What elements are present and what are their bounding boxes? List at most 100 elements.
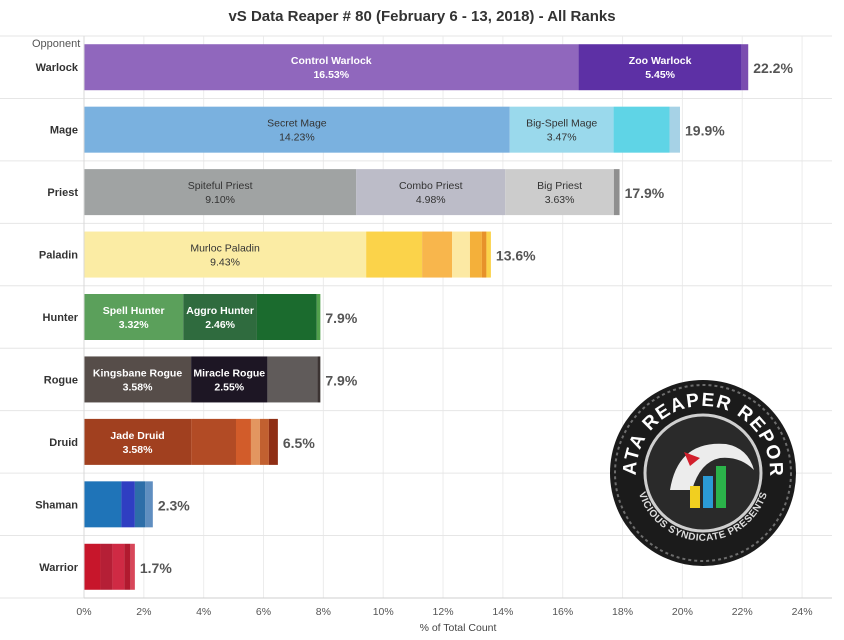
x-tick-label: 20%: [672, 606, 693, 618]
bar-segment: [613, 169, 620, 216]
bar-segment: [486, 231, 491, 278]
segment-name-label: Control Warlock: [291, 55, 372, 67]
bar-segment: [84, 356, 192, 403]
x-tick-label: 2%: [136, 606, 151, 618]
bar-segment: [183, 294, 257, 340]
x-tick-label: 18%: [612, 606, 633, 618]
segment-name-label: Zoo Warlock: [629, 55, 692, 67]
segment-value-label: 3.47%: [547, 132, 577, 144]
chart-title: vS Data Reaper # 80 (February 6 - 13, 20…: [228, 8, 616, 25]
bar-segment: [100, 543, 113, 590]
bar-segment: [112, 543, 125, 590]
bars-layer: [84, 44, 749, 590]
segment-value-label: 5.45%: [645, 69, 675, 81]
bar-segment: [191, 418, 236, 465]
segment-name-label: Spiteful Priest: [188, 180, 253, 192]
x-tick-label: 12%: [433, 606, 454, 618]
bar-segment: [84, 481, 122, 528]
x-tick-label: 10%: [373, 606, 394, 618]
x-tick-label: 24%: [792, 606, 813, 618]
segment-value-label: 2.55%: [214, 381, 244, 393]
segment-name-label: Miracle Rogue: [193, 367, 265, 379]
total-label: 7.9%: [325, 310, 357, 326]
bar-segment: [316, 294, 321, 340]
class-label-rogue: Rogue: [44, 374, 78, 386]
bar-segment: [469, 231, 482, 278]
bar-segment: [741, 44, 749, 91]
x-tick-label: 14%: [492, 606, 513, 618]
x-tick-label: 4%: [196, 606, 211, 618]
total-label: 6.5%: [283, 435, 315, 451]
bar-segment: [250, 418, 260, 465]
segment-name-label: Murloc Paladin: [190, 243, 260, 255]
segment-name-label: Big Priest: [537, 180, 582, 192]
bar-segment: [124, 543, 131, 590]
segment-name-label: Kingsbane Rogue: [93, 367, 182, 379]
total-label: 13.6%: [496, 248, 536, 264]
class-label-warlock: Warlock: [36, 62, 79, 74]
reaper-icon: [670, 443, 754, 508]
segment-name-label: Jade Druid: [110, 430, 164, 442]
segment-value-label: 3.32%: [119, 319, 149, 331]
segment-name-label: Aggro Hunter: [186, 305, 254, 317]
total-label: 1.7%: [140, 560, 172, 576]
segment-value-label: 3.58%: [123, 381, 153, 393]
data-reaper-report-logo: DATA REAPER REPORT VICIOUS SYNDICATE PRE…: [608, 378, 796, 566]
class-label-druid: Druid: [49, 437, 78, 449]
bar-segment: [145, 481, 153, 528]
class-label-paladin: Paladin: [39, 250, 78, 262]
x-tick-label: 8%: [316, 606, 331, 618]
x-tick-label: 22%: [732, 606, 753, 618]
bar-segment: [422, 231, 453, 278]
segment-value-label: 2.46%: [205, 319, 235, 331]
bar-segment: [84, 543, 101, 590]
class-label-priest: Priest: [47, 187, 78, 199]
segment-value-label: 4.98%: [416, 194, 446, 206]
bar-segment: [481, 231, 487, 278]
bar-segment: [235, 418, 251, 465]
bar-segment: [452, 231, 470, 278]
bar-segment: [191, 356, 268, 403]
x-axis-title: % of Total Count: [420, 622, 497, 634]
segment-name-label: Spell Hunter: [103, 305, 165, 317]
total-label: 2.3%: [158, 497, 190, 513]
segment-value-label: 9.43%: [210, 257, 240, 269]
bar-segment: [130, 543, 135, 590]
total-label: 17.9%: [625, 185, 665, 201]
class-label-hunter: Hunter: [43, 312, 79, 324]
bar-segment: [317, 356, 321, 403]
bar-segment: [505, 169, 614, 216]
bar-segment: [613, 106, 670, 153]
segment-value-label: 3.63%: [545, 194, 575, 206]
x-tick-label: 16%: [552, 606, 573, 618]
segment-value-label: 9.10%: [205, 194, 235, 206]
bar-segment: [134, 481, 146, 528]
bar-segment: [256, 294, 317, 340]
row-axis-title: Opponent: [32, 38, 80, 50]
bar-segment: [121, 481, 135, 528]
axis-layer: Opponent Warlock Mage Priest Paladin Hunter Ro…: [32, 36, 832, 634]
total-label: 7.9%: [325, 372, 357, 388]
bar-segment: [84, 169, 357, 216]
bar-segment: [84, 106, 510, 153]
segment-value-label: 14.23%: [279, 132, 315, 144]
class-label-shaman: Shaman: [35, 499, 78, 511]
x-tick-label: 6%: [256, 606, 271, 618]
total-label: 19.9%: [685, 123, 725, 139]
total-label: 22.2%: [753, 60, 793, 76]
segment-name-label: Secret Mage: [267, 118, 327, 130]
segment-value-label: 3.58%: [123, 444, 153, 456]
segment-value-label: 16.53%: [313, 69, 349, 81]
bar-segment: [267, 356, 318, 403]
class-label-warrior: Warrior: [39, 562, 78, 574]
bar-segment: [84, 44, 579, 91]
bar-segment: [669, 106, 681, 153]
bar-segment: [578, 44, 742, 91]
bar-segment: [84, 231, 367, 278]
bar-segment: [509, 106, 614, 153]
bar-segment: [366, 231, 423, 278]
bar-segment: [84, 294, 184, 340]
bar-segment: [356, 169, 506, 216]
segment-name-label: Combo Priest: [399, 180, 463, 192]
bar-segment: [259, 418, 269, 465]
